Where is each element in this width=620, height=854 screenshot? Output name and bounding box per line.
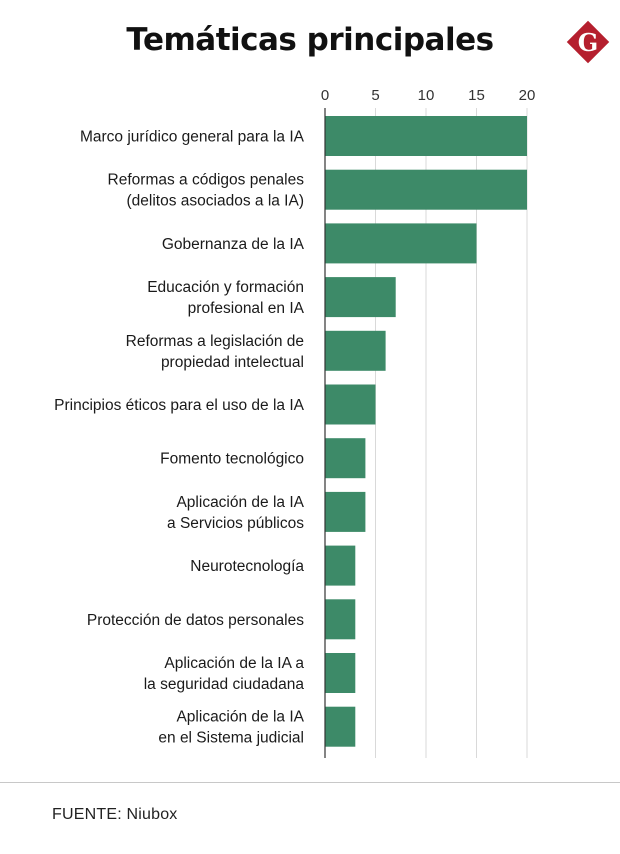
x-tick-label: 5 xyxy=(371,87,379,104)
x-tick-label: 10 xyxy=(418,87,435,104)
category-label: Fomento tecnológico xyxy=(160,451,304,468)
x-tick-label: 15 xyxy=(468,87,485,104)
category-label: Reformas a legislación de propiedad intel… xyxy=(126,333,304,371)
bar xyxy=(325,330,386,371)
category-label: Gobernanza de la IA xyxy=(162,236,305,253)
bar-chart: 0 5 10 15 20 Marco jurídico general para la I… xyxy=(54,87,536,758)
bar xyxy=(325,653,356,693)
logo-letter: G xyxy=(578,28,599,57)
category-label: Protección de datos personales xyxy=(87,612,304,629)
category-label: Neurotecnología xyxy=(190,558,304,575)
x-tick-label: 0 xyxy=(321,87,329,104)
bar xyxy=(325,706,356,747)
bar xyxy=(325,545,356,586)
x-tick-label: 20 xyxy=(519,87,536,104)
bar xyxy=(325,169,527,210)
category-label: Reformas a códigos penales (delitos asoci… xyxy=(108,172,305,210)
bar xyxy=(325,599,356,640)
bar xyxy=(325,384,376,425)
category-label: Principios éticos para el uso de la IA xyxy=(54,397,305,414)
brand-logo: G xyxy=(566,20,610,64)
bar xyxy=(325,438,366,479)
category-label: Aplicación de la IA a la seguridad ciudad… xyxy=(144,655,305,693)
category-label: Marco jurídico general para la IA xyxy=(80,129,305,146)
bar xyxy=(325,116,527,156)
category-label: Educación y formación profesional en IA xyxy=(147,279,304,317)
bar xyxy=(325,223,477,264)
chart-title: Temáticas principales xyxy=(126,22,494,58)
footer-divider xyxy=(0,782,620,783)
bar xyxy=(325,277,396,318)
category-label: Aplicación de la IA en el Sistema judicia… xyxy=(158,709,304,747)
bar xyxy=(325,491,366,532)
source-note: FUENTE: Niubox xyxy=(52,806,178,823)
category-label: Aplicación de la IA a Servicios públicos xyxy=(167,494,305,532)
